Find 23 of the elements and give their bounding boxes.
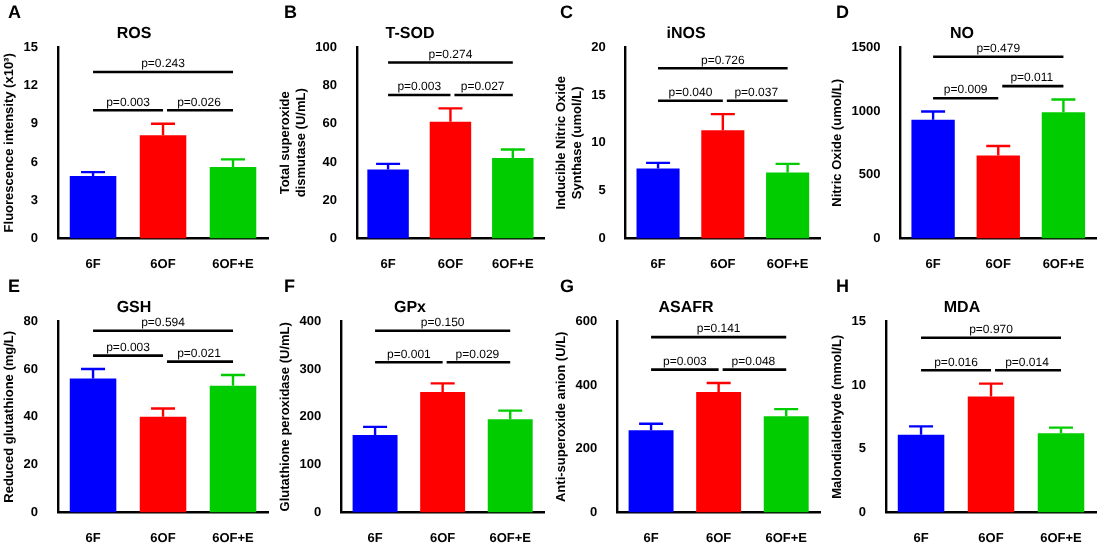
text: E [8,275,21,296]
chart-title: T-SOD [385,24,435,43]
bar [763,416,809,513]
bar [1037,433,1085,513]
bar [367,169,409,239]
bar [636,168,680,239]
chart-title: ROS [116,24,153,43]
text: C [560,1,574,22]
text: H [836,275,849,296]
text: B [284,1,298,22]
chart-title: ASAFR [658,298,714,317]
chart-title: GSH [116,298,152,317]
chart-title: GPx [393,298,428,317]
text: F [284,275,296,296]
chart-title: iNOS [666,24,707,43]
bar [69,175,117,239]
bar [628,430,674,513]
bar [352,434,398,513]
chart-title: MDA [943,298,981,317]
text: G [560,275,575,296]
chart-title: NO [950,24,974,43]
text: A [8,1,22,22]
text: D [836,1,850,22]
